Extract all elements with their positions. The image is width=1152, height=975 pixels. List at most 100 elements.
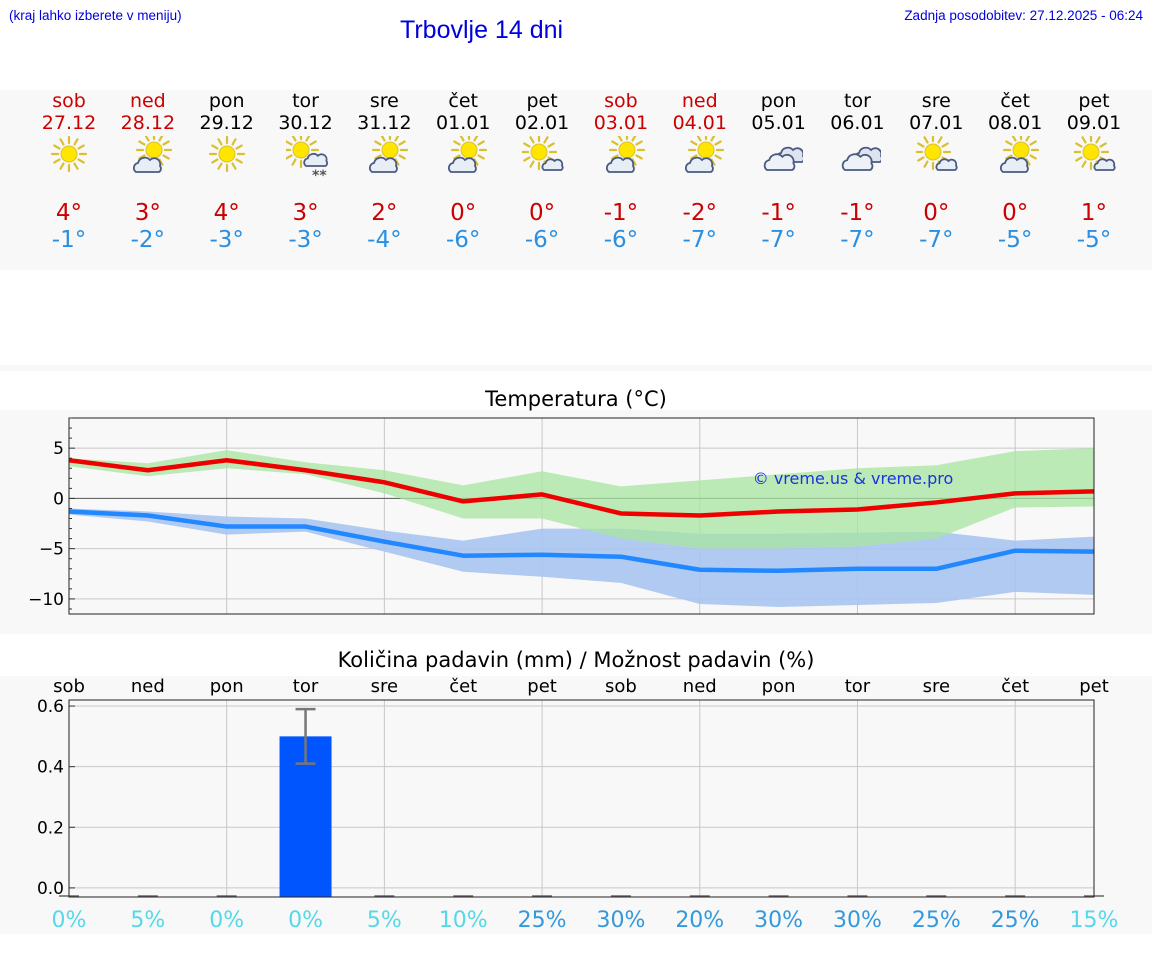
temp-min: -7° [840,227,875,253]
precip-day-label: ned [131,676,165,697]
precip-probability: 25% [912,908,961,933]
temp-max: -1° [603,200,639,226]
day-name: pet [1078,90,1110,112]
precip-plot-frame [68,699,1095,898]
precip-probability: 10% [439,908,488,933]
sun-small-cloud-icon-graphic [916,136,958,171]
sun-cloud-icon-graphic [605,136,645,173]
sun-small-cloud-icon [502,136,582,180]
sun-cloud-icon [581,136,661,180]
temp-min: -6° [524,227,560,253]
day-name: sre [369,90,399,112]
day-name: sob [52,90,86,112]
clouds-icon-graphic [842,146,882,171]
precip-chart-title: Količina padavin (mm) / Možnost padavin … [337,648,815,672]
day-date: 30.12 [278,112,333,134]
temp-min: -5° [1076,227,1112,253]
temp-min: -3° [209,227,244,253]
day-column: pon 05.01 -1° -7° [739,90,819,254]
precip-day-label: sob [53,676,85,697]
temp-max: -1° [761,200,796,226]
temp-max: 0° [528,200,556,226]
temp-min: -7° [682,227,717,253]
sun-cloud-icon [660,136,740,180]
temp-max: 4° [213,200,240,226]
sun-cloud-icon-graphic [132,136,172,173]
temp-max: 3° [134,200,161,226]
precip-probability: 0% [52,908,87,933]
day-column: sob 27.12 4° -1° [29,90,109,254]
day-column: tor 30.12 ** 3° -3° [266,90,346,254]
day-date: 05.01 [751,112,806,134]
precip-probability: 30% [596,908,645,933]
precip-probability: 0% [209,908,244,933]
temp-max: 0° [923,200,950,226]
day-date: 08.01 [987,112,1043,134]
day-date: 06.01 [830,112,885,134]
clouds-icon [739,136,819,180]
min-temp-line [68,509,1095,574]
precip-ytick-label: 0.0 [37,879,64,899]
sun-cloud-icon [344,136,424,180]
temp-ytick-label: −10 [28,590,64,610]
temp-min: -6° [603,227,639,253]
temp-min: -1° [51,227,87,253]
precip-probability: 25% [518,908,567,933]
temp-min: -7° [761,227,796,253]
location-menu-hint: (kraj lahko izberete v meniju) [9,8,182,23]
sun-small-cloud-icon-graphic [522,136,564,171]
temperature-chart: 5 0 −5 −10 © vreme.us & vreme.pro [28,417,1095,615]
sun-cloud-icon-graphic [369,136,409,173]
day-date: 09.01 [1066,112,1122,134]
temp-min: -4° [367,227,402,253]
day-name: čet [448,90,479,112]
precip-probability: 30% [754,908,803,933]
day-name: čet [1000,90,1030,112]
day-column: ned 04.01 -2° -7° [660,90,740,254]
precip-day-label: tor [293,676,319,697]
day-column: čet 01.01 0° -6° [423,90,503,254]
temp-max: 1° [1080,200,1108,226]
temp-max: 4° [55,200,83,226]
day-column: ned 28.12 3° -2° [108,90,188,254]
temp-max: 0° [1002,200,1029,226]
day-column: sre 07.01 0° -7° [896,90,976,254]
day-name: ned [129,90,166,112]
precip-probability: 25% [991,908,1040,933]
last-update: Zadnja posodobitev: 27.12.2025 - 06:24 [904,8,1143,23]
temp-min: -5° [997,227,1033,253]
precipitation-chart: sob ned pon tor sre čet pet sob ned pon tor sre čet p… [37,676,1119,933]
precip-ytick-label: 0.2 [37,818,64,838]
sun-cloud-snow-icon-graphic: ** [285,136,328,184]
temp-min: -3° [288,227,323,253]
day-date: 03.01 [593,112,649,134]
precip-day-label: sob [605,676,637,697]
precip-day-label: pon [762,676,796,697]
precip-probability: 15% [1070,908,1119,933]
temp-max: -1° [840,200,875,226]
daily-forecast: sob 27.12 4° -1° ned 28.12 3° -2° pon 29.12 4° -3° t… [0,90,1152,270]
precip-day-label: ned [683,676,717,697]
sun-small-cloud-icon [1054,136,1134,180]
sun-icon [29,136,109,180]
sun-small-cloud-icon-graphic [1074,136,1116,171]
sun-cloud-icon-graphic [1000,136,1040,173]
temp-ytick-label: −5 [39,540,64,560]
temp-max: 0° [450,200,477,226]
svg-text:**: ** [312,168,327,184]
temp-min: -2° [130,227,166,253]
temp-max: -2° [682,200,717,226]
day-date: 29.12 [199,112,254,134]
day-column: sob 03.01 -1° -6° [581,90,661,254]
day-column: tor 06.01 -1° -7° [817,90,897,254]
sun-cloud-icon [975,136,1055,180]
temp-plot-frame [68,417,1095,615]
sun-icon-graphic [50,136,88,173]
day-date: 04.01 [672,112,727,134]
precip-day-label: pet [527,676,557,697]
day-column: sre 31.12 2° -4° [344,90,424,254]
temp-min: -6° [446,227,481,253]
day-name: sob [604,90,638,112]
day-name: tor [292,90,319,112]
precip-probability: 30% [833,908,882,933]
